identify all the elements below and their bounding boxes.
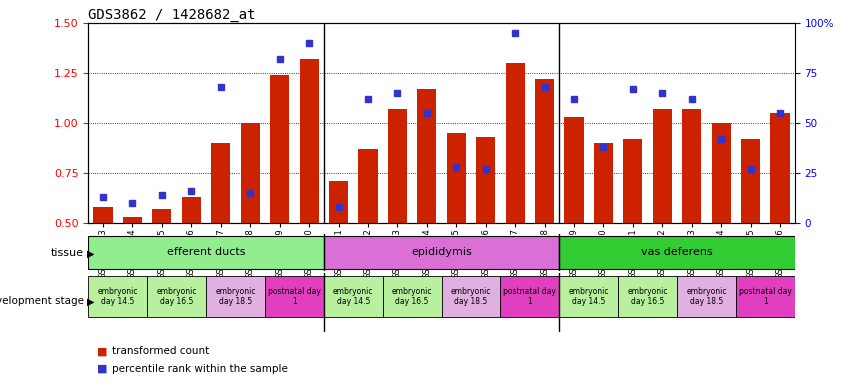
Bar (500, 276, 559, 317)
Bar (324, 276, 383, 317)
Bar (206, 276, 265, 317)
Bar (152, 209, 172, 223)
Bar (123, 217, 142, 223)
Bar (442, 276, 500, 317)
Text: embryonic
day 16.5: embryonic day 16.5 (156, 287, 197, 306)
Bar (270, 75, 289, 223)
Text: embryonic
day 18.5: embryonic day 18.5 (451, 287, 491, 306)
Bar (447, 133, 466, 223)
Bar (93, 207, 113, 223)
Text: ▶: ▶ (87, 296, 95, 306)
Bar (388, 109, 407, 223)
Bar (329, 181, 348, 223)
Text: GDS3862 / 1428682_at: GDS3862 / 1428682_at (88, 8, 256, 22)
Text: embryonic
day 14.5: embryonic day 14.5 (333, 287, 373, 306)
Bar (147, 276, 206, 317)
Text: ■: ■ (97, 346, 107, 356)
Bar (736, 276, 795, 317)
Text: postnatal day
1: postnatal day 1 (504, 287, 556, 306)
Bar (559, 236, 795, 269)
Text: embryonic
day 16.5: embryonic day 16.5 (627, 287, 668, 306)
Bar (623, 139, 643, 223)
Text: ▶: ▶ (87, 248, 95, 258)
Text: epididymis: epididymis (411, 247, 472, 257)
Bar (505, 63, 525, 223)
Bar (88, 276, 147, 317)
Text: embryonic
day 18.5: embryonic day 18.5 (215, 287, 256, 306)
Bar (653, 109, 672, 223)
Bar (383, 276, 442, 317)
Text: postnatal day
1: postnatal day 1 (268, 287, 320, 306)
Text: embryonic
day 18.5: embryonic day 18.5 (686, 287, 727, 306)
Text: embryonic
day 16.5: embryonic day 16.5 (392, 287, 432, 306)
Text: embryonic
day 14.5: embryonic day 14.5 (98, 287, 138, 306)
Text: postnatal day
1: postnatal day 1 (739, 287, 791, 306)
Bar (741, 139, 760, 223)
Bar (594, 143, 613, 223)
Bar (618, 276, 677, 317)
Bar (476, 137, 495, 223)
Text: percentile rank within the sample: percentile rank within the sample (112, 364, 288, 374)
Bar (535, 79, 554, 223)
Bar (182, 197, 201, 223)
Bar (559, 276, 618, 317)
Text: transformed count: transformed count (112, 346, 209, 356)
Bar (770, 113, 790, 223)
Bar (564, 117, 584, 223)
Text: vas deferens: vas deferens (641, 247, 713, 257)
Text: ■: ■ (97, 364, 107, 374)
Bar (711, 123, 731, 223)
Bar (265, 276, 324, 317)
Bar (88, 236, 324, 269)
Bar (358, 149, 378, 223)
Text: efferent ducts: efferent ducts (167, 247, 246, 257)
Text: development stage: development stage (0, 296, 84, 306)
Bar (299, 59, 319, 223)
Bar (324, 236, 559, 269)
Bar (211, 143, 230, 223)
Bar (241, 123, 260, 223)
Bar (677, 276, 736, 317)
Text: embryonic
day 14.5: embryonic day 14.5 (569, 287, 609, 306)
Bar (417, 89, 436, 223)
Bar (682, 109, 701, 223)
Text: tissue: tissue (51, 248, 84, 258)
